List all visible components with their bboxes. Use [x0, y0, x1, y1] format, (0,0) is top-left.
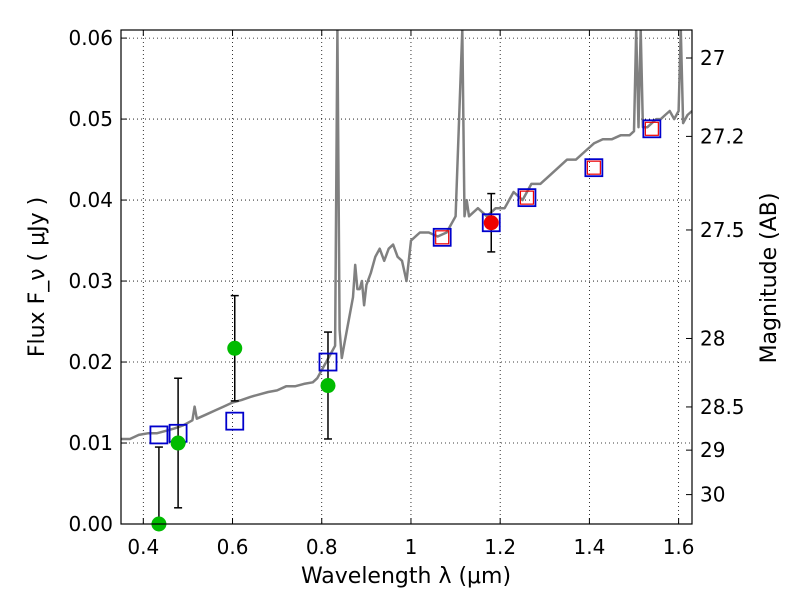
magnitude-tick-label: 27	[700, 46, 725, 70]
model-square	[225, 411, 245, 431]
model-square	[432, 227, 452, 247]
y-tick-label: 0.03	[68, 269, 113, 293]
y-tick-label: 0.01	[68, 431, 113, 455]
axis-ticks	[121, 30, 692, 525]
plot-frame	[120, 29, 693, 525]
observed-point	[320, 378, 336, 394]
y-tick-label: 0.06	[68, 26, 113, 50]
magnitude-tick-labels: 27 27.2 27.5 28 28.5 29 30	[700, 46, 745, 507]
x-tick-label: 1.2	[484, 535, 516, 559]
x-tick-label: 1.6	[663, 535, 695, 559]
y-tick-label: 0.04	[68, 188, 113, 212]
y-tick-label: 0.02	[68, 350, 113, 374]
magnitude-tick-label: 29	[700, 438, 725, 462]
observed-point	[483, 215, 499, 231]
magnitude-tick-label: 28.5	[700, 395, 745, 419]
small-red-square	[519, 190, 535, 205]
model-square	[481, 213, 501, 233]
magnitude-tick-label: 27.5	[700, 218, 745, 242]
magnitude-tick-label: 27.2	[700, 124, 745, 148]
x-tick-label: 0.4	[127, 535, 159, 559]
x-tick-labels: 0.4 0.6 0.8 1 1.2 1.4 1.6	[127, 535, 694, 559]
y-tick-label: 0.05	[68, 107, 113, 131]
x-axis-label: Wavelength λ (μm)	[301, 564, 511, 589]
y-tick-labels: 0.00 0.01 0.02 0.03 0.04 0.05 0.06	[68, 26, 113, 536]
magnitude-tick-label: 30	[700, 483, 725, 507]
model-square	[149, 425, 169, 445]
model-square	[584, 158, 604, 178]
model-square	[517, 188, 537, 208]
y-axis-label: Flux F_ν ( μJy )	[25, 197, 50, 357]
y2-axis-label: Magnitude (AB)	[757, 193, 782, 364]
observed-point	[227, 340, 243, 356]
x-tick-label: 1.4	[573, 535, 605, 559]
small-red-square	[435, 230, 450, 245]
x-tick-label: 0.8	[306, 535, 338, 559]
model-square	[318, 352, 338, 372]
observed-point	[170, 435, 186, 451]
x-tick-label: 1	[405, 535, 418, 559]
magnitude-tick-label: 28	[700, 326, 725, 350]
small-red-square	[644, 121, 659, 136]
small-red-square	[586, 160, 601, 175]
model-square	[642, 119, 662, 139]
y-tick-label: 0.00	[68, 512, 113, 536]
plot-area	[120, 29, 693, 532]
x-tick-label: 0.6	[217, 535, 249, 559]
